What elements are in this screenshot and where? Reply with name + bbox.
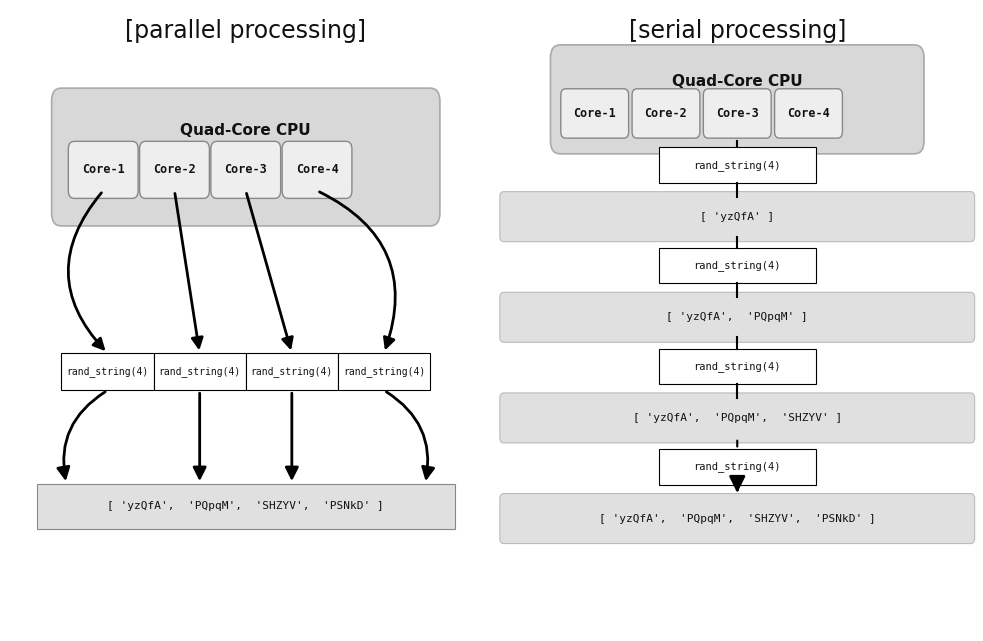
FancyBboxPatch shape bbox=[499, 192, 974, 242]
FancyBboxPatch shape bbox=[338, 353, 431, 390]
Text: Core-4: Core-4 bbox=[787, 107, 830, 120]
Text: [parallel processing]: [parallel processing] bbox=[125, 19, 367, 43]
Text: Core-2: Core-2 bbox=[153, 163, 196, 176]
Text: Quad-Core CPU: Quad-Core CPU bbox=[672, 74, 802, 89]
FancyBboxPatch shape bbox=[37, 484, 454, 529]
FancyBboxPatch shape bbox=[499, 292, 974, 342]
FancyBboxPatch shape bbox=[659, 147, 816, 183]
Text: rand_string(4): rand_string(4) bbox=[67, 366, 148, 378]
FancyBboxPatch shape bbox=[704, 88, 771, 138]
Text: Quad-Core CPU: Quad-Core CPU bbox=[181, 122, 311, 138]
FancyBboxPatch shape bbox=[210, 142, 281, 199]
FancyBboxPatch shape bbox=[775, 88, 842, 138]
Text: [ 'yzQfA',  'PQpqM',  'SHZYV',  'PSNkD' ]: [ 'yzQfA', 'PQpqM', 'SHZYV', 'PSNkD' ] bbox=[599, 513, 876, 524]
Text: Core-2: Core-2 bbox=[645, 107, 687, 120]
FancyBboxPatch shape bbox=[153, 353, 246, 390]
Text: [ 'yzQfA',  'PQpqM',  'SHZYV',  'PSNkD' ]: [ 'yzQfA', 'PQpqM', 'SHZYV', 'PSNkD' ] bbox=[107, 501, 384, 512]
Text: [ 'yzQfA',  'PQpqM',  'SHZYV' ]: [ 'yzQfA', 'PQpqM', 'SHZYV' ] bbox=[633, 413, 841, 423]
Text: rand_string(4): rand_string(4) bbox=[693, 160, 781, 171]
FancyBboxPatch shape bbox=[550, 45, 924, 154]
FancyBboxPatch shape bbox=[140, 142, 209, 199]
Text: [ 'yzQfA',  'PQpqM' ]: [ 'yzQfA', 'PQpqM' ] bbox=[666, 312, 808, 322]
FancyBboxPatch shape bbox=[246, 353, 338, 390]
Text: rand_string(4): rand_string(4) bbox=[693, 361, 781, 372]
Text: rand_string(4): rand_string(4) bbox=[693, 462, 781, 472]
FancyBboxPatch shape bbox=[659, 449, 816, 485]
Text: rand_string(4): rand_string(4) bbox=[343, 366, 425, 378]
Text: rand_string(4): rand_string(4) bbox=[693, 260, 781, 271]
FancyBboxPatch shape bbox=[659, 349, 816, 384]
Text: Core-3: Core-3 bbox=[716, 107, 759, 120]
Text: [serial processing]: [serial processing] bbox=[628, 19, 846, 43]
FancyBboxPatch shape bbox=[282, 142, 352, 199]
FancyBboxPatch shape bbox=[499, 494, 974, 544]
Text: Core-1: Core-1 bbox=[82, 163, 125, 176]
Text: Core-3: Core-3 bbox=[224, 163, 267, 176]
Text: rand_string(4): rand_string(4) bbox=[251, 366, 333, 378]
FancyBboxPatch shape bbox=[632, 88, 700, 138]
FancyBboxPatch shape bbox=[68, 142, 138, 199]
Text: [ 'yzQfA' ]: [ 'yzQfA' ] bbox=[700, 212, 775, 222]
FancyBboxPatch shape bbox=[61, 353, 153, 390]
FancyBboxPatch shape bbox=[560, 88, 629, 138]
Text: Core-1: Core-1 bbox=[573, 107, 616, 120]
FancyBboxPatch shape bbox=[659, 248, 816, 283]
FancyBboxPatch shape bbox=[499, 393, 974, 443]
Text: rand_string(4): rand_string(4) bbox=[158, 366, 241, 378]
Text: Core-4: Core-4 bbox=[296, 163, 338, 176]
FancyBboxPatch shape bbox=[51, 88, 439, 226]
